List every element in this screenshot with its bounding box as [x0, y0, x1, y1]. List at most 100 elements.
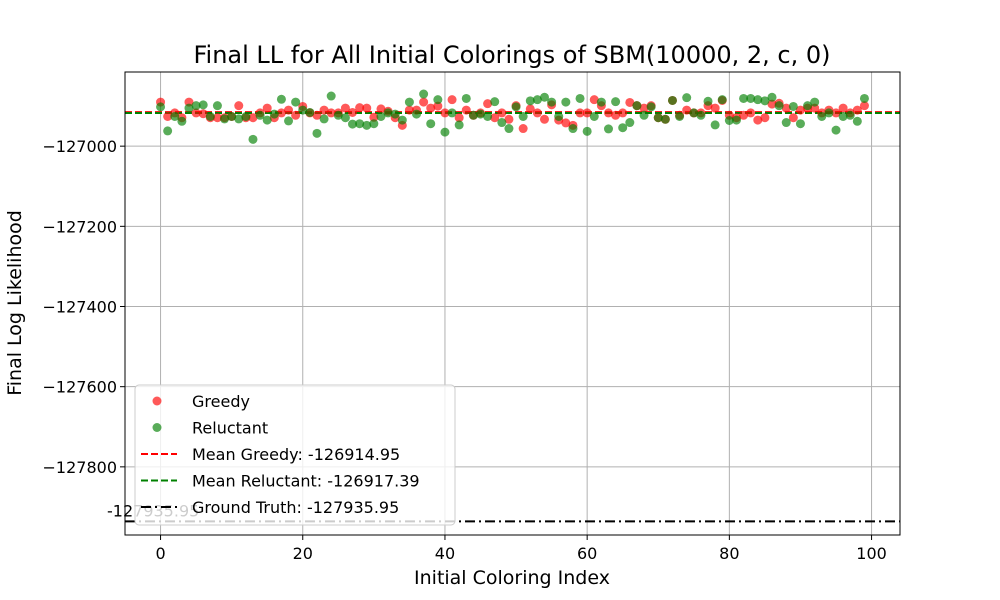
data-point: [348, 107, 358, 117]
data-point: [426, 103, 436, 113]
data-point: [518, 124, 528, 134]
data-point: [625, 118, 635, 128]
data-point: [476, 109, 486, 119]
legend-box: [134, 384, 456, 526]
data-point: [696, 110, 706, 120]
data-point: [383, 108, 393, 118]
data-point: [859, 101, 869, 111]
data-point: [575, 93, 585, 103]
chart-title: Final LL for All Initial Colorings of SB…: [193, 41, 830, 69]
data-point: [760, 113, 770, 123]
data-point: [781, 118, 791, 128]
x-axis-label: Initial Coloring Index: [414, 567, 610, 589]
data-point: [340, 113, 350, 123]
data-point: [191, 108, 201, 118]
data-point: [390, 109, 400, 119]
data-point: [603, 108, 613, 118]
y-tick-label: −127800: [43, 458, 117, 477]
data-point: [639, 103, 649, 113]
data-point: [511, 102, 521, 112]
legend-label: Reluctant: [192, 419, 268, 438]
data-point: [284, 116, 294, 126]
data-point: [483, 111, 493, 121]
data-point: [589, 111, 599, 121]
data-point: [326, 91, 336, 101]
data-point: [461, 93, 471, 103]
x-tick-label: 60: [577, 544, 597, 563]
data-point: [675, 111, 685, 121]
data-point: [490, 97, 500, 107]
data-point: [532, 95, 542, 105]
data-point: [689, 108, 699, 118]
data-point: [454, 120, 464, 130]
data-point: [319, 105, 329, 115]
data-point: [419, 97, 429, 107]
x-tick-label: 20: [293, 544, 313, 563]
data-point: [461, 105, 471, 115]
data-point: [561, 118, 571, 128]
y-axis-label: Final Log Likelihood: [4, 210, 26, 396]
x-tick-label: 0: [155, 544, 165, 563]
data-point: [781, 103, 791, 113]
data-point: [156, 102, 166, 112]
data-point: [660, 114, 670, 124]
data-point: [753, 115, 763, 125]
data-point: [227, 111, 237, 121]
data-point: [817, 111, 827, 121]
data-point: [838, 111, 848, 121]
data-point: [348, 119, 358, 129]
x-tick-label: 40: [435, 544, 455, 563]
data-point: [497, 108, 507, 118]
data-point: [184, 103, 194, 113]
data-point: [852, 116, 862, 126]
data-point: [746, 93, 756, 103]
data-point: [824, 108, 834, 118]
data-point: [440, 108, 450, 118]
data-point: [682, 105, 692, 115]
data-point: [753, 95, 763, 105]
data-point: [163, 111, 173, 121]
data-point: [220, 114, 230, 124]
data-point: [248, 134, 258, 144]
y-tick-label: −127600: [43, 378, 117, 397]
data-point: [611, 97, 621, 107]
data-point: [362, 103, 372, 113]
data-point: [170, 111, 180, 121]
data-point: [547, 97, 557, 107]
plot-area: [124, 71, 901, 536]
data-point: [497, 118, 507, 128]
data-point: [639, 110, 649, 120]
legend-label: Greedy: [192, 392, 250, 411]
data-point: [340, 103, 350, 113]
data-point: [554, 111, 564, 121]
data-point: [397, 115, 407, 125]
legend-marker: [152, 423, 162, 432]
data-point: [433, 101, 443, 111]
data-point: [262, 115, 272, 125]
y-tick-label: −127000: [43, 137, 117, 156]
data-point: [838, 103, 848, 113]
data-point: [369, 119, 379, 129]
data-point: [241, 111, 251, 121]
data-point: [653, 113, 663, 123]
legend-marker: [152, 396, 162, 406]
data-point: [234, 114, 244, 124]
legend: Greedy Reluctant Mean Greedy: -126914.95 Me…: [134, 384, 456, 526]
data-point: [177, 116, 187, 126]
x-tick-label: 80: [719, 544, 739, 563]
data-point: [255, 110, 265, 120]
data-point: [710, 103, 720, 113]
data-point: [561, 97, 571, 107]
data-point: [404, 105, 414, 115]
data-point: [589, 95, 599, 105]
data-point: [810, 97, 820, 107]
data-point: [284, 105, 294, 115]
data-point: [276, 94, 286, 104]
data-point: [831, 125, 841, 135]
data-point: [767, 92, 777, 102]
data-points: [156, 89, 869, 144]
data-point: [803, 101, 813, 111]
y-tick-label: −127200: [43, 217, 117, 236]
data-point: [603, 124, 613, 134]
data-point: [419, 89, 429, 99]
